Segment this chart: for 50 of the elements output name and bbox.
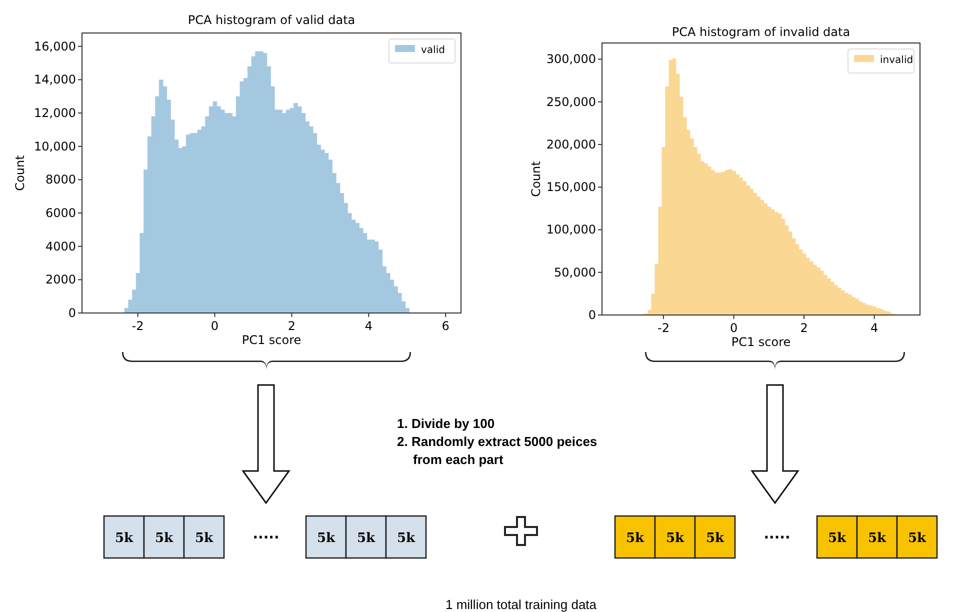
x-tick-label: -2 [132,319,144,333]
x-tick-label: -2 [658,321,670,335]
text: 5k [626,531,644,546]
y-tick-label: 0 [588,308,596,322]
chart-title: PCA histogram of invalid data [672,25,850,39]
y-tick-label: 150,000 [546,180,596,194]
text: ····· [252,530,280,546]
text: 5k [356,531,376,546]
x-tick-label: 0 [730,321,738,335]
legend-label: invalid [880,55,914,66]
text: 5k [908,531,926,546]
y-tick-label: 12,000 [34,106,76,120]
y-tick-label: 2000 [45,272,76,287]
x-tick-label: 6 [442,319,450,333]
x-tick-label: 4 [870,321,878,335]
x-axis-title: PC1 score [242,333,302,347]
text: 1. Divide by 100 [397,416,495,431]
y-axis-title: Count [529,160,543,197]
y-tick-label: 300,000 [546,52,596,66]
text: 1 million total training data [445,597,598,612]
y-tick-label: 6000 [45,206,76,220]
y-tick-label: 14,000 [34,72,76,87]
y-tick-label: 16,000 [34,39,76,54]
legend-label: valid [421,45,445,56]
text: 5k [396,531,416,546]
y-tick-label: 10,000 [34,139,76,154]
y-tick-label: 0 [68,306,76,320]
text: 5k [194,531,214,546]
x-tick-label: 2 [288,319,296,333]
x-tick-label: 2 [800,321,808,335]
text: 2. Randomly extract 5000 peices from each part [397,434,598,467]
y-axis-title: Count [13,154,27,191]
text: 5k [154,531,174,546]
text: 5k [868,531,886,546]
text: 5k [316,531,336,546]
y-tick-label: 250,000 [546,94,596,109]
x-axis-title: PC1 score [731,335,791,349]
y-tick-label: 200,000 [546,137,596,152]
text: ····· [764,530,790,546]
chart-title: PCA histogram of valid data [188,13,356,27]
x-tick-label: 4 [364,319,372,333]
y-tick-label: 50,000 [554,265,596,280]
y-tick-label: 4000 [45,239,76,254]
text: 5k [828,531,846,546]
x-tick-label: 0 [210,319,219,333]
text: 5k [114,531,134,546]
text: 5k [706,531,724,546]
y-tick-label: 8000 [45,172,76,187]
text: 5k [666,531,684,546]
y-tick-label: 100,000 [546,222,596,237]
